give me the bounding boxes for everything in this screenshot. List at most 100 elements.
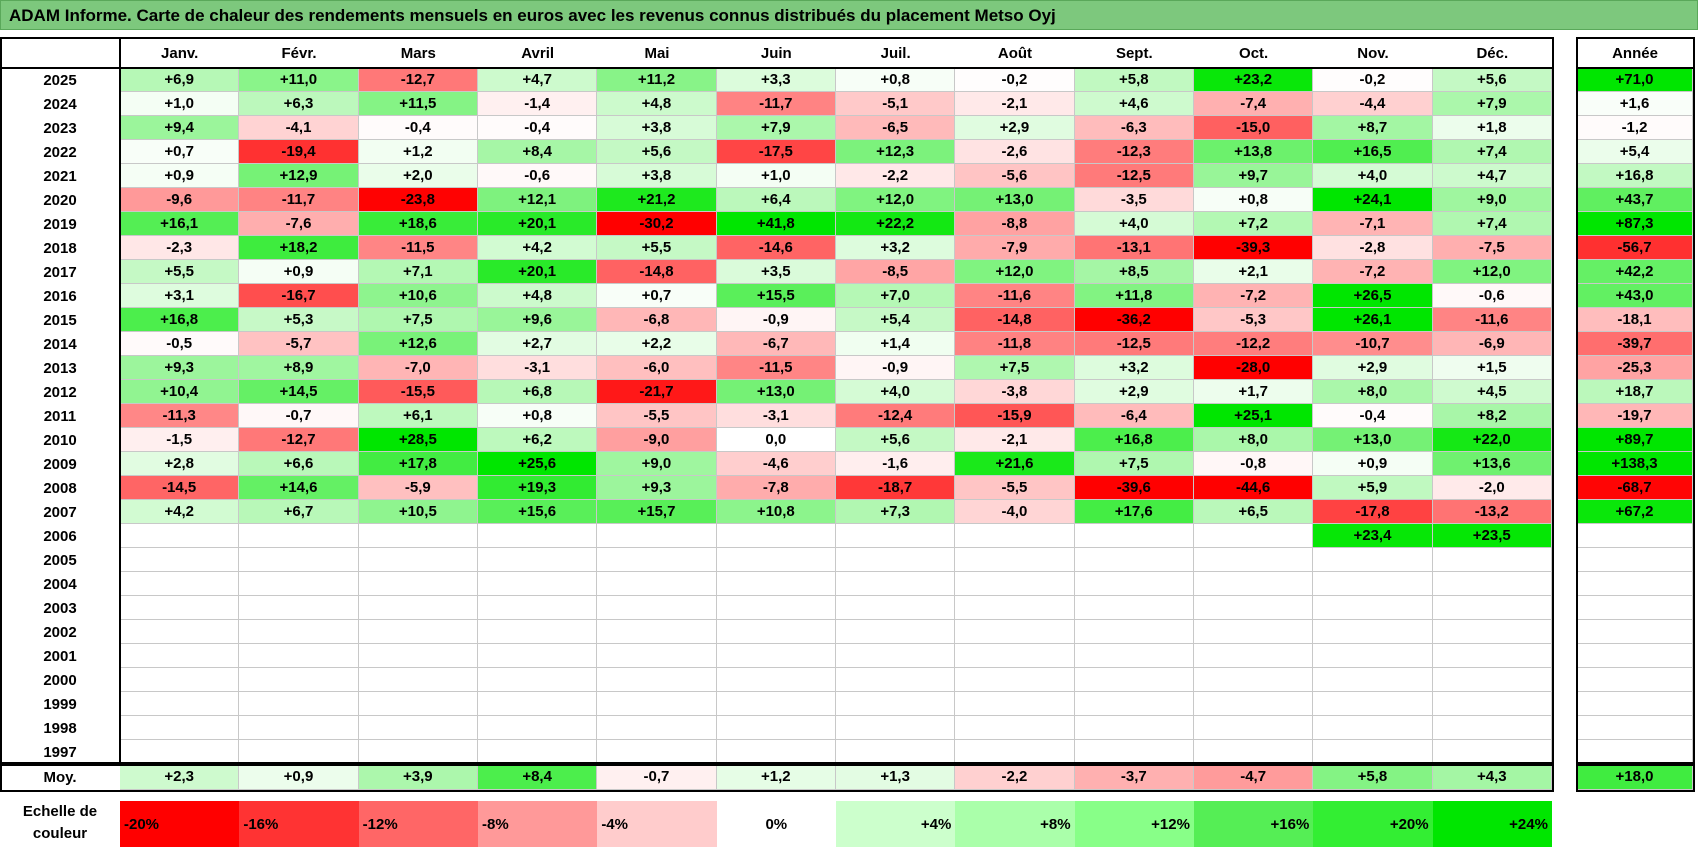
annual-cell: -25,3: [1577, 356, 1693, 380]
heatmap-cell: [477, 740, 598, 764]
heatmap-cell: 0,0: [716, 428, 836, 452]
heatmap-cell: -11,3: [120, 404, 240, 428]
annual-cell: +138,3: [1577, 452, 1693, 476]
heatmap-cell: +2,8: [120, 452, 240, 476]
heatmap-cell: +7,9: [1432, 92, 1552, 116]
heatmap-cell: [1074, 644, 1194, 668]
heatmap-cell: -8,5: [835, 260, 956, 284]
heatmap-cell: +5,6: [597, 140, 717, 164]
heatmap-cell: -10,7: [1313, 332, 1433, 356]
annual-cell: +16,8: [1577, 164, 1693, 188]
heatmap-cell: [1193, 524, 1314, 548]
annual-cell: +42,2: [1577, 260, 1693, 284]
color-scale-stop: -8%: [477, 801, 598, 847]
heatmap-cell: [1193, 548, 1314, 572]
heatmap-cell: +4,8: [597, 92, 717, 116]
year-label: 2016: [43, 287, 77, 305]
heatmap-cell: +15,5: [716, 284, 836, 308]
heatmap-cell: -5,9: [358, 476, 478, 500]
heatmap-cell: [955, 524, 1075, 548]
annual-cell: -1,2: [1577, 116, 1693, 140]
annual-cell: [1577, 524, 1693, 548]
heatmap-cell: [1313, 716, 1433, 740]
color-scale-stop: -20%: [120, 801, 240, 847]
heatmap-cell: [1313, 740, 1433, 764]
heatmap-cell: -0,2: [955, 68, 1075, 92]
heatmap-cell: +18,6: [358, 212, 478, 236]
annual-cell: -56,7: [1577, 236, 1693, 260]
heatmap-cell: [716, 668, 836, 692]
heatmap-cell: +3,5: [716, 260, 836, 284]
heatmap-cell: [1432, 668, 1552, 692]
heatmap-cell: [1432, 644, 1552, 668]
heatmap-cell: +12,0: [955, 260, 1075, 284]
heatmap-cell: [1313, 692, 1433, 716]
heatmap-cell: -14,8: [597, 260, 717, 284]
heatmap-cell: [358, 572, 478, 596]
heatmap-cell: -0,4: [1313, 404, 1433, 428]
heatmap-cell: [358, 668, 478, 692]
heatmap-cell: [1313, 668, 1433, 692]
heatmap-cell: +2,9: [1074, 380, 1194, 404]
heatmap-cell: -14,6: [716, 236, 836, 260]
heatmap-cell: -11,8: [955, 332, 1075, 356]
heatmap-cell: -5,1: [835, 92, 956, 116]
heatmap-cell: +5,3: [239, 308, 359, 332]
heatmap-cell: -6,5: [835, 116, 956, 140]
year-label: 1997: [43, 743, 77, 761]
heatmap-cell: -0,5: [120, 332, 240, 356]
heatmap-cell: +9,7: [1193, 164, 1314, 188]
heatmap-cell: -18,7: [835, 476, 956, 500]
heatmap-cell: [358, 620, 478, 644]
year-label: 2010: [43, 431, 77, 449]
heatmap-cell: -1,5: [120, 428, 240, 452]
heatmap-cell: +0,9: [1313, 452, 1433, 476]
month-header: Sept.: [1115, 44, 1153, 62]
heatmap-cell: -28,0: [1193, 356, 1314, 380]
heatmap-cell: +9,6: [477, 308, 598, 332]
heatmap-cell: -12,5: [1074, 332, 1194, 356]
heatmap-cell: [358, 716, 478, 740]
annual-cell: +67,2: [1577, 500, 1693, 524]
heatmap-cell: -23,8: [358, 188, 478, 212]
heatmap-cell: [1074, 524, 1194, 548]
year-label: 2012: [43, 383, 77, 401]
heatmap-cell: [1193, 620, 1314, 644]
heatmap-cell: -14,8: [955, 308, 1075, 332]
heatmap-cell: +15,7: [597, 500, 717, 524]
annual-cell: +1,6: [1577, 92, 1693, 116]
heatmap-cell: [597, 740, 717, 764]
heatmap-cell: +10,8: [716, 500, 836, 524]
heatmap-cell: [835, 716, 956, 740]
heatmap-cell: -19,4: [239, 140, 359, 164]
heatmap-cell: -0,8: [1193, 452, 1314, 476]
heatmap-cell: -13,2: [1432, 500, 1552, 524]
heatmap-cell: +26,5: [1313, 284, 1433, 308]
chart-title: ADAM Informe. Carte de chaleur des rende…: [9, 6, 1056, 25]
heatmap-cell: [477, 548, 598, 572]
heatmap-cell: +25,6: [477, 452, 598, 476]
heatmap-cell: +0,9: [120, 164, 240, 188]
heatmap-cell: [120, 548, 240, 572]
heatmap-cell: [716, 692, 836, 716]
heatmap-cell: -5,3: [1193, 308, 1314, 332]
heatmap-cell: [597, 716, 717, 740]
year-label: 2022: [43, 143, 77, 161]
heatmap-cell: +0,8: [1193, 188, 1314, 212]
heatmap-cell: +19,3: [477, 476, 598, 500]
heatmap-cell: +20,1: [477, 260, 598, 284]
heatmap-cell: +12,0: [1432, 260, 1552, 284]
average-cell: +3,9: [358, 764, 478, 790]
annual-cell: -18,1: [1577, 308, 1693, 332]
heatmap-cell: +4,0: [1313, 164, 1433, 188]
heatmap-cell: [1193, 692, 1314, 716]
average-annual-cell: +18,0: [1577, 764, 1693, 790]
year-label: 2023: [43, 119, 77, 137]
average-cell: -4,7: [1193, 764, 1314, 790]
color-scale-stop: +8%: [955, 801, 1075, 847]
heatmap-cell: +11,5: [358, 92, 478, 116]
heatmap-cell: +13,8: [1193, 140, 1314, 164]
year-label: 2006: [43, 527, 77, 545]
heatmap-cell: -0,9: [835, 356, 956, 380]
heatmap-cell: +4,0: [835, 380, 956, 404]
